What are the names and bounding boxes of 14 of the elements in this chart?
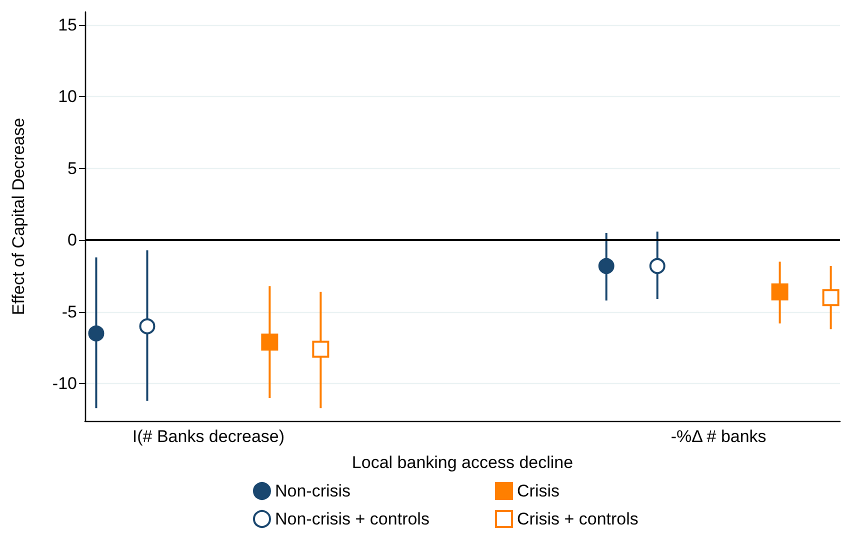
y-tick-label: 0	[68, 230, 77, 250]
x-tick-label: I(# Banks decrease)	[132, 427, 285, 446]
legend-label: Non-crisis + controls	[275, 510, 430, 528]
legend-label: Non-crisis	[275, 482, 351, 500]
y-tick-label: 15	[58, 15, 77, 34]
legend-label: Crisis + controls	[517, 510, 638, 528]
x-tick-label: -%Δ # banks	[670, 427, 766, 446]
y-axis-title: Effect of Capital Decrease	[9, 118, 28, 316]
y-tick-label: -10	[52, 374, 77, 394]
y-tick-label: -5	[62, 302, 77, 322]
y-tick-label: 10	[58, 87, 77, 106]
x-axis-title: Local banking access decline	[352, 453, 574, 472]
y-tick-label: 5	[68, 158, 77, 178]
legend-label: Crisis	[517, 482, 560, 500]
